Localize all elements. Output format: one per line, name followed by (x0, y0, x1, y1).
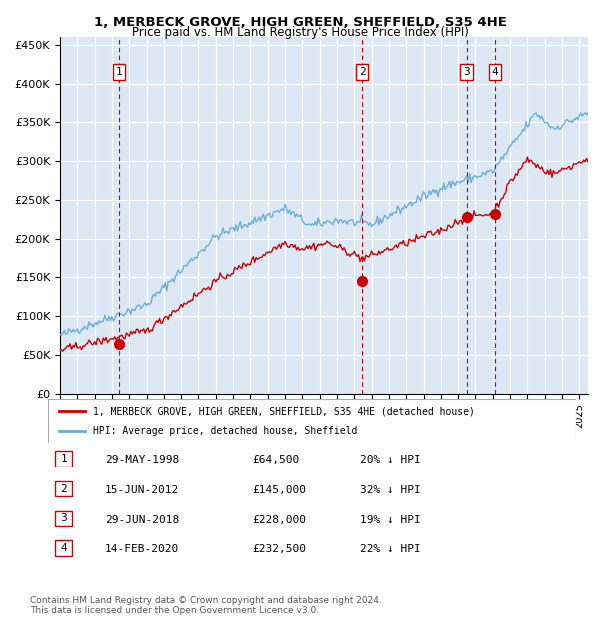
Text: £145,000: £145,000 (252, 485, 306, 495)
Text: Price paid vs. HM Land Registry's House Price Index (HPI): Price paid vs. HM Land Registry's House … (131, 26, 469, 39)
Text: 3: 3 (463, 67, 470, 77)
Text: 29-JUN-2018: 29-JUN-2018 (105, 515, 179, 525)
Text: 1, MERBECK GROVE, HIGH GREEN, SHEFFIELD, S35 4HE (detached house): 1, MERBECK GROVE, HIGH GREEN, SHEFFIELD,… (93, 406, 475, 416)
Text: £228,000: £228,000 (252, 515, 306, 525)
Text: 1: 1 (60, 454, 67, 464)
Text: 20% ↓ HPI: 20% ↓ HPI (360, 455, 421, 465)
FancyBboxPatch shape (55, 540, 72, 556)
Text: 19% ↓ HPI: 19% ↓ HPI (360, 515, 421, 525)
FancyBboxPatch shape (48, 399, 576, 443)
FancyBboxPatch shape (55, 510, 72, 526)
Text: 4: 4 (60, 543, 67, 553)
Text: 22% ↓ HPI: 22% ↓ HPI (360, 544, 421, 554)
Text: 2: 2 (359, 67, 365, 77)
Text: 3: 3 (60, 513, 67, 523)
Text: £232,500: £232,500 (252, 544, 306, 554)
FancyBboxPatch shape (55, 451, 72, 467)
Text: 1, MERBECK GROVE, HIGH GREEN, SHEFFIELD, S35 4HE: 1, MERBECK GROVE, HIGH GREEN, SHEFFIELD,… (94, 16, 506, 29)
FancyBboxPatch shape (55, 480, 72, 497)
Text: £64,500: £64,500 (252, 455, 299, 465)
Text: 32% ↓ HPI: 32% ↓ HPI (360, 485, 421, 495)
Text: 4: 4 (491, 67, 498, 77)
Text: 1: 1 (116, 67, 122, 77)
Text: 15-JUN-2012: 15-JUN-2012 (105, 485, 179, 495)
Text: 29-MAY-1998: 29-MAY-1998 (105, 455, 179, 465)
Text: HPI: Average price, detached house, Sheffield: HPI: Average price, detached house, Shef… (93, 426, 357, 436)
Text: 14-FEB-2020: 14-FEB-2020 (105, 544, 179, 554)
Text: 2: 2 (60, 484, 67, 494)
Text: Contains HM Land Registry data © Crown copyright and database right 2024.
This d: Contains HM Land Registry data © Crown c… (30, 596, 382, 615)
